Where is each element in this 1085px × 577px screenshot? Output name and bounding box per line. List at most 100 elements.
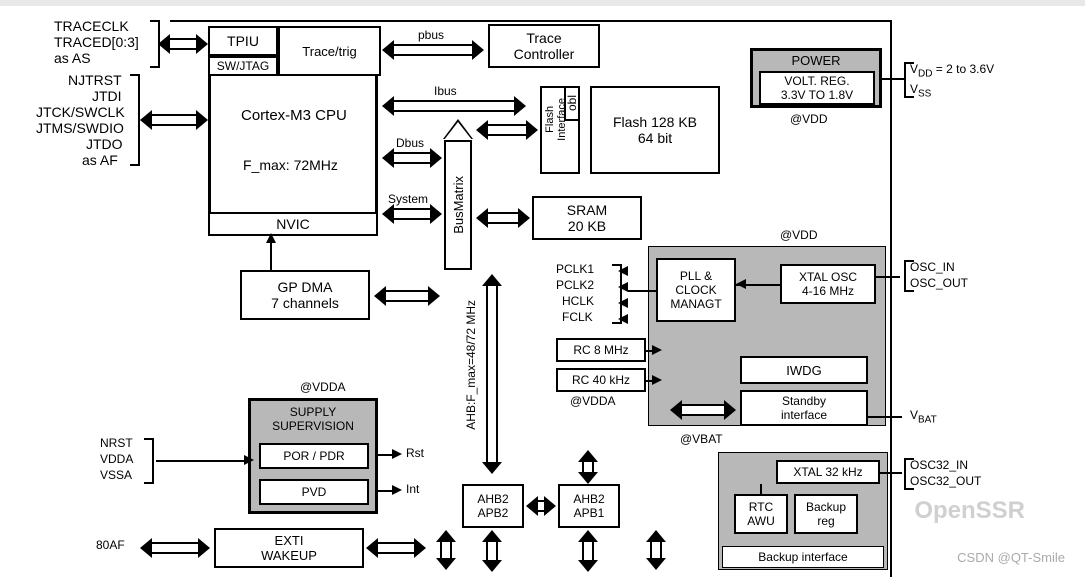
nvic-box: NVIC	[208, 212, 378, 236]
nrst-label: NRST	[100, 436, 133, 450]
at-vdda-supply: @VDDA	[300, 380, 346, 394]
pll-line	[628, 290, 656, 292]
at-vbat-label: @VBAT	[680, 432, 723, 446]
traced-label: TRACED[0:3]	[54, 34, 139, 50]
pclk2-label: PCLK2	[556, 278, 594, 292]
ahb2-apb1-box: AHB2 APB1	[558, 484, 620, 528]
fmax-label: F_max: 72MHz	[243, 157, 338, 173]
standby-box: Standby interface	[740, 390, 868, 426]
trace-arrow	[168, 38, 198, 50]
swjtag-box: SW/JTAG	[208, 56, 278, 76]
rc8-box: RC 8 MHz	[556, 338, 646, 362]
osc-in-label: OSC_IN	[910, 260, 955, 274]
supply-line	[156, 460, 248, 462]
barrow1	[440, 540, 452, 560]
system-arrow	[392, 208, 432, 220]
trace-controller-box: Trace Controller	[488, 24, 600, 68]
rst-arrow	[392, 449, 402, 459]
supply-bracket	[144, 438, 154, 484]
rc40-arrow	[652, 375, 662, 385]
apb2-down	[486, 540, 498, 562]
power-block: POWER VOLT. REG. 3.3V TO 1.8V	[750, 48, 882, 108]
logo-text: OpenSSR	[914, 497, 1025, 525]
busmatrix-label: BusMatrix	[451, 176, 466, 234]
af80-label: 80AF	[96, 538, 125, 552]
exti-left-arrow	[150, 542, 200, 554]
jtms-label: JTMS/SWDIO	[36, 120, 124, 136]
xtal32-line	[880, 472, 902, 474]
ibus-arrow	[392, 100, 516, 112]
clk-a3	[618, 298, 628, 308]
cpu-block: TPIU Trace/trig SW/JTAG Cortex-M3 CPU F_…	[208, 26, 378, 236]
watermark: CSDN @QT-Smile	[957, 550, 1065, 565]
xtal-out-line	[876, 276, 900, 278]
as-as-label: as AS	[54, 50, 91, 66]
supply-hdr: SUPPLY SUPERVISION	[251, 405, 375, 433]
jtag-bracket	[130, 74, 140, 166]
ibus-label: Ibus	[434, 84, 457, 98]
clk-a4	[618, 314, 628, 324]
sram-arrow	[486, 212, 520, 224]
system-label: System	[388, 192, 428, 206]
backup-reg-box: Backup reg	[794, 494, 858, 534]
ahb2-apb2-box: AHB2 APB2	[462, 484, 524, 528]
flash-arrow	[486, 124, 528, 136]
xtal-pll-arrow	[736, 279, 746, 289]
power-bracket	[904, 62, 914, 98]
supply-arrow	[244, 455, 254, 465]
vbat-label: VBAT	[910, 408, 937, 425]
clk-a2	[618, 282, 628, 292]
pll-box: PLL & CLOCK MANAGT	[656, 258, 736, 322]
cortex-label: Cortex-M3 CPU	[241, 107, 347, 124]
osc32-bracket	[904, 458, 914, 490]
jtdo-label: JTDO	[86, 136, 123, 152]
jtdi-label: JTDI	[92, 88, 122, 104]
dbus-label: Dbus	[396, 136, 424, 150]
hclk-label: HCLK	[562, 294, 594, 308]
exti-box: EXTI WAKEUP	[214, 528, 364, 568]
xtal32-rtc-line	[760, 484, 762, 494]
xtal32-box: XTAL 32 kHz	[776, 460, 880, 484]
rc8-arrow	[652, 345, 662, 355]
apb-link	[536, 500, 546, 512]
trace-trig-box: Trace/trig	[278, 26, 381, 76]
pbus-label: pbus	[418, 28, 444, 42]
flash-interface-box: obl FlashInterface	[540, 86, 580, 174]
vssa-label: VSSA	[100, 468, 132, 482]
clk-a1	[618, 266, 628, 276]
osc32-in-label: OSC32_IN	[910, 458, 968, 472]
volt-reg-box: VOLT. REG. 3.3V TO 1.8V	[759, 71, 875, 105]
backup-if-box: Backup interface	[722, 546, 884, 568]
ahb-fmax-label: AHB:F_max=48/72 MHz	[464, 300, 478, 430]
pbus-arrow	[392, 44, 474, 56]
flash-box: Flash 128 KB 64 bit	[590, 86, 720, 174]
gpdma-arrow	[384, 290, 430, 302]
por-box: POR / PDR	[259, 443, 369, 469]
rc40-box: RC 40 kHz	[556, 368, 646, 392]
barrow2	[650, 540, 662, 560]
fclk-label: FCLK	[562, 310, 593, 324]
dbus-arrow	[392, 152, 432, 164]
njtrst-label: NJTRST	[68, 72, 122, 88]
traceclk-label: TRACECLK	[54, 18, 129, 34]
ahb-arrow	[486, 284, 498, 464]
osc-out-label: OSC_OUT	[910, 276, 968, 290]
pvd-box: PVD	[259, 479, 369, 505]
xtal-osc-box: XTAL OSC 4-16 MHz	[780, 264, 876, 304]
at-vdd-clock: @VDD	[780, 228, 818, 242]
exti-right-arrow	[376, 542, 416, 554]
rst-label: Rst	[406, 446, 424, 460]
rtc-box: RTC AWU	[734, 494, 788, 534]
vdda-label: VDDA	[100, 452, 133, 466]
nvic-ah	[266, 233, 276, 243]
int-label: Int	[406, 482, 419, 496]
busmatrix-top-tri	[444, 122, 472, 140]
supply-block: SUPPLY SUPERVISION POR / PDR PVD	[248, 398, 378, 514]
tpiu-box: TPIU	[208, 26, 278, 56]
iwdg-box: IWDG	[740, 356, 868, 384]
osc-bracket	[904, 260, 914, 292]
sram-box: SRAM 20 KB	[532, 196, 642, 240]
apb1-up	[582, 460, 594, 474]
power-hdr: POWER	[753, 53, 879, 68]
osc32-out-label: OSC32_OUT	[910, 474, 981, 488]
